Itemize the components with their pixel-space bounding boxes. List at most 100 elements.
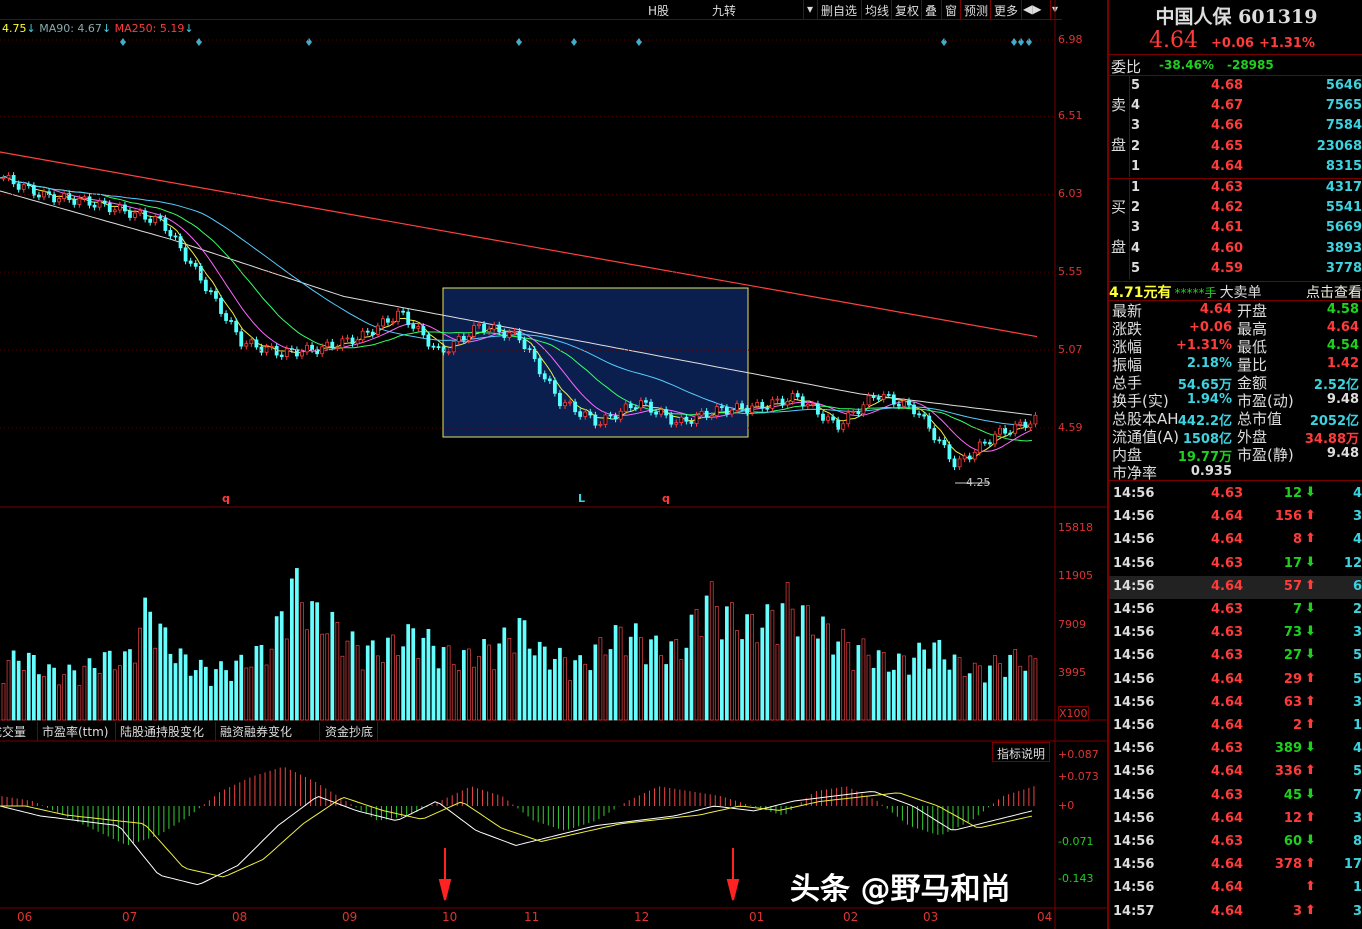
sell-level[interactable]: 2 4.65 23068 [1109,137,1362,157]
tick-row[interactable]: 14:56 4.63 60 ⬇ 8 [1109,831,1362,854]
sell-level[interactable]: 1 4.64 8315 [1109,157,1362,177]
candle [1008,432,1013,435]
tick-price: 4.63 [1211,602,1244,617]
volume-bar [669,641,674,721]
tick-row[interactable]: 14:56 4.63 389 ⬇ 4 [1109,738,1362,761]
volume-bar [760,627,765,721]
buy-level[interactable]: 1 4.63 4317 [1109,178,1362,198]
stat-label: 换手(实) [1112,392,1169,410]
tick-row[interactable]: 14:56 4.63 7 ⬇ 2 [1109,599,1362,622]
volume-bar [547,669,552,721]
volume-bar [588,670,593,721]
ma20-line [0,176,1032,442]
volume-bar [785,582,790,721]
candle [952,458,957,468]
toolbar-item[interactable]: 叠 [921,0,940,19]
toolbar-item[interactable]: 窗 [941,0,960,19]
buy-level[interactable]: 2 4.62 5541 [1109,198,1362,218]
volume-bar [927,668,932,721]
candle [836,419,841,430]
candle [92,204,97,208]
volume-bar [153,647,158,721]
macd-tick: +0.073 [1058,770,1099,783]
candle [563,402,567,407]
candle [542,373,547,380]
sell-level[interactable]: 4 4.67 7565 [1109,96,1362,116]
level-volume: 5669 [1325,220,1362,236]
toolbar-item[interactable]: 均线 [861,0,892,19]
tick-row[interactable]: 14:56 4.64 336 ⬆ 5 [1109,761,1362,784]
indicator-tab[interactable]: 市盈率(ttm) [38,722,116,741]
buy-level[interactable]: 3 4.61 5669 [1109,218,1362,238]
buy-level[interactable]: 5 4.59 3778 [1109,259,1362,279]
tick-price: 4.64 [1211,857,1244,873]
indicator-tab[interactable]: 资金抄底 [320,722,378,741]
volume-bar [239,654,244,721]
divider [1129,178,1130,279]
toolbar-item[interactable]: 复权 [891,0,922,19]
volume-bar [391,634,395,721]
tick-row[interactable]: 14:56 4.64 29 ⬆ 5 [1109,669,1362,692]
toolbar-item[interactable]: H股 [648,4,670,18]
tick-row[interactable]: 14:56 4.64 2 ⬆ 1 [1109,715,1362,738]
sell-level[interactable]: 3 4.66 7584 [1109,116,1362,136]
candle [750,405,755,413]
buy-level[interactable]: 4 4.60 3893 [1109,239,1362,259]
tick-row[interactable]: 14:56 4.64 57 ⬆ 6 [1109,575,1362,599]
price-tick: 5.55 [1058,265,1083,279]
volume-bar [775,644,780,721]
tick-row[interactable]: 14:56 4.64 156 ⬆ 3 [1109,506,1362,529]
tick-price: 4.64 [1211,671,1244,687]
tick-row[interactable]: 14:56 4.64 ⬆ 1 [1109,877,1362,900]
volume-bar [21,670,26,721]
tick-row[interactable]: 14:56 4.64 378 ⬆ 17 [1109,854,1362,877]
toolbar-item[interactable]: ▾ [803,0,816,19]
volume-bar [254,646,259,721]
volume-bar [416,658,421,721]
toolbar-item[interactable]: 九转 [712,4,737,18]
view-link[interactable]: 点击查看 [1306,285,1362,301]
indicator-tab[interactable]: 成交量 [0,722,38,741]
volume-bar [244,667,249,721]
tick-row[interactable]: 14:57 4.64 3 ⬆ 3 [1109,901,1362,924]
candle [472,325,476,337]
volume-bar [47,664,51,721]
candle [689,420,694,424]
toolbar-item[interactable]: ◀▶ [1021,0,1042,19]
candle [294,349,299,357]
tick-volume: 336 [1274,764,1302,780]
volume-bar [866,654,871,721]
tick-row[interactable]: 14:56 4.64 63 ⬆ 3 [1109,692,1362,715]
candle [861,404,866,415]
tick-row[interactable]: 14:56 4.63 17 ⬇ 12 [1109,553,1362,576]
tick-row[interactable]: 14:56 4.63 27 ⬇ 5 [1109,645,1362,668]
tick-row[interactable]: 14:56 4.63 73 ⬇ 3 [1109,622,1362,645]
indicator-tab[interactable]: 融资融券变化 [216,722,320,741]
candle [16,183,21,190]
stat-value: +0.06 [1189,320,1232,335]
toolbar-item[interactable]: 预测 [960,0,991,19]
tick-time: 14:56 [1113,648,1155,664]
indicator-tab[interactable]: 陆股通持股变化 [116,722,216,741]
tick-row[interactable]: 14:56 4.64 12 ⬆ 3 [1109,808,1362,831]
stat-label: 市盈(静) [1237,446,1294,464]
indicator-help-button[interactable]: 指标说明 [992,742,1051,762]
last-price: 4.64 [1149,28,1198,53]
tick-row[interactable]: 14:56 4.63 45 ⬇ 7 [1109,785,1362,808]
candle [638,400,643,409]
arrow-down-icon: ⬇ [1305,485,1316,500]
volume-bar [780,603,785,721]
candle [239,331,244,347]
volume-bar [128,649,132,721]
tick-price: 4.64 [1211,903,1244,919]
toolbar-item[interactable]: 更多 [990,0,1021,19]
sell-level[interactable]: 5 4.68 5646 [1109,76,1362,96]
toolbar-item[interactable]: 删自选 [817,0,860,19]
volume-bar [644,664,648,721]
volume-bar [517,618,522,721]
tick-row[interactable]: 14:56 4.63 12 ⬇ 4 [1109,483,1362,506]
tick-row[interactable]: 14:56 4.64 8 ⬆ 4 [1109,529,1362,552]
big-order-bar[interactable]: 4.71元有 *****手 大卖单 点击查看 [1109,281,1362,301]
